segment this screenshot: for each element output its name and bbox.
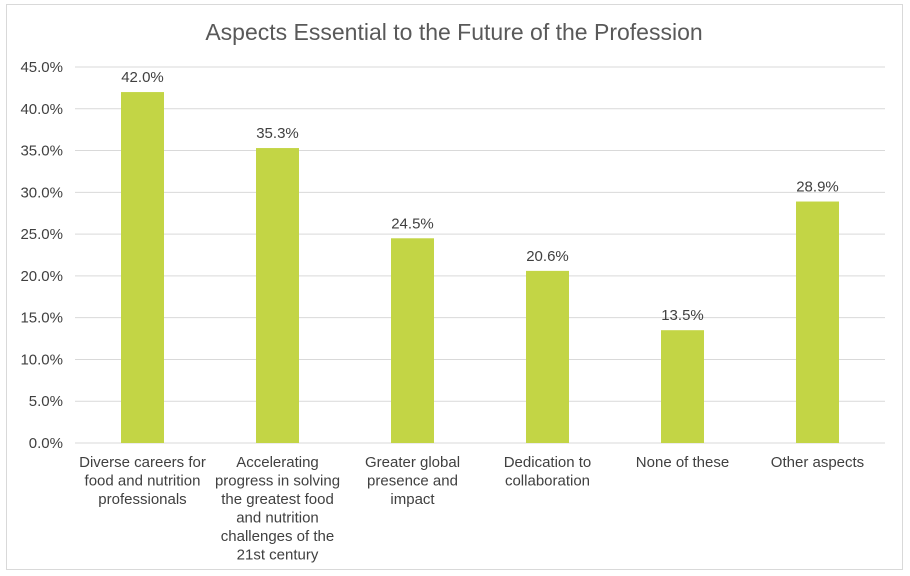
bar xyxy=(661,330,704,443)
x-tick-label: None of these xyxy=(636,454,729,471)
y-tick-label: 25.0% xyxy=(20,226,63,243)
bar xyxy=(121,92,164,444)
gridlines xyxy=(75,66,885,444)
y-tick-label: 0.0% xyxy=(29,435,63,452)
y-tick-label: 15.0% xyxy=(20,310,63,327)
bar xyxy=(391,238,434,443)
data-label: 28.9% xyxy=(796,179,839,196)
y-tick-label: 45.0% xyxy=(20,59,63,76)
chart-title: Aspects Essential to the Future of the P… xyxy=(205,19,702,45)
x-tick-label: Greater global presence and impact xyxy=(365,454,460,508)
x-tick-label: Dedication to collaboration xyxy=(504,454,592,490)
x-tick-label: Accelerating progress in solving the great… xyxy=(215,454,340,564)
data-label: 24.5% xyxy=(391,215,434,232)
bar xyxy=(526,270,569,443)
y-tick-label: 20.0% xyxy=(20,268,63,285)
y-axis: 0.0% 5.0% 10.0% 15.0% 20.0% 25.0% 30.0% 35.0% 40… xyxy=(20,59,63,452)
y-tick-label: 40.0% xyxy=(20,101,63,118)
data-labels: 42.0% 35.3% 24.5% 20.6% 13.5% 28.9% xyxy=(121,69,839,324)
bar xyxy=(256,148,299,443)
data-label: 35.3% xyxy=(256,125,299,142)
y-tick-label: 10.0% xyxy=(20,351,63,368)
y-tick-label: 5.0% xyxy=(29,393,63,410)
data-label: 42.0% xyxy=(121,69,164,86)
x-tick-label: Diverse careers for food and nutrition pro… xyxy=(79,454,206,508)
data-label: 13.5% xyxy=(661,307,704,324)
x-tick-label: Other aspects xyxy=(771,454,864,471)
bar xyxy=(796,201,839,443)
y-tick-label: 30.0% xyxy=(20,184,63,201)
bars xyxy=(121,92,839,444)
data-label: 20.6% xyxy=(526,248,569,265)
x-axis: Diverse careers for food and nutrition pro… xyxy=(79,454,864,564)
y-tick-label: 35.0% xyxy=(20,143,63,160)
